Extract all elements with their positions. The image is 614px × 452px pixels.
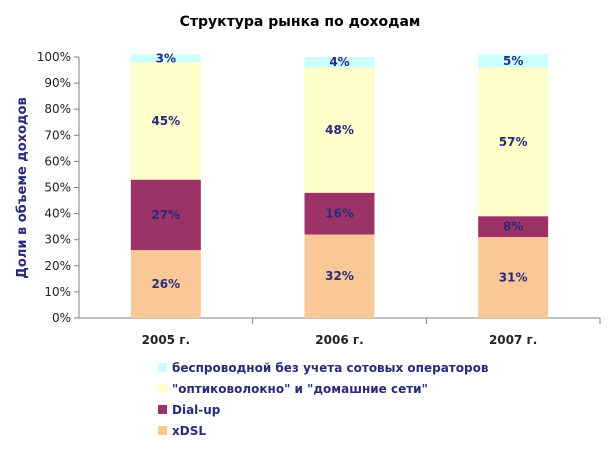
bar-segment	[304, 234, 375, 318]
y-tick-label: 70%	[44, 128, 71, 142]
bar-segment	[478, 54, 549, 68]
data-label: 27%	[151, 208, 180, 222]
y-tick-label: 80%	[44, 102, 71, 116]
y-tick-label: 100%	[37, 50, 71, 64]
legend-item-label: xDSL	[172, 424, 206, 438]
x-tick-label: 2005 г.	[142, 333, 190, 347]
plot-area: 0% 10% 20% 30% 40% 50% 60% 70% 80% 90% 100% 2005 г.…	[37, 50, 601, 347]
data-label: 31%	[499, 271, 528, 285]
data-label: 3%	[156, 51, 176, 65]
y-tick-label: 50%	[44, 181, 71, 195]
bar-segment	[130, 54, 201, 63]
data-label: 45%	[151, 114, 180, 128]
y-tick-label: 0%	[52, 311, 71, 325]
bar-segment	[130, 62, 201, 180]
bar-segment	[304, 67, 375, 193]
bar-segment	[304, 57, 375, 68]
data-label: 32%	[325, 269, 354, 283]
bar-segment	[478, 237, 549, 318]
bar-segment	[304, 192, 375, 235]
data-label: 4%	[329, 55, 349, 69]
y-axis-label: Доли в объеме доходов	[15, 97, 30, 278]
bar-segment	[130, 179, 201, 251]
x-tick-label: 2007 г.	[489, 333, 537, 347]
data-label: 48%	[325, 123, 354, 137]
y-tick-label: 10%	[44, 285, 71, 299]
bar-segment	[478, 67, 549, 217]
y-tick-label: 40%	[44, 207, 71, 221]
legend: беспроводной без учета сотовых операторо…	[158, 361, 489, 438]
x-tick-label: 2006 г.	[315, 333, 363, 347]
data-label: 16%	[325, 207, 354, 221]
legend-item-label: Dial-up	[172, 403, 221, 417]
chart-title: Структура рынка по доходам	[180, 14, 421, 30]
data-label: 8%	[503, 220, 523, 234]
legend-swatch	[158, 405, 167, 414]
legend-item-label: "оптиковолокно" и "домашние сети"	[172, 382, 428, 396]
y-tick-label: 60%	[44, 154, 71, 168]
y-tick-label: 90%	[44, 76, 71, 90]
legend-item-label: беспроводной без учета сотовых операторо…	[172, 361, 489, 375]
data-label: 5%	[503, 54, 523, 68]
legend-swatch	[158, 384, 167, 393]
legend-swatch	[158, 426, 167, 435]
bar-segment	[130, 250, 201, 318]
y-tick-label: 30%	[44, 233, 71, 247]
legend-swatch	[158, 363, 167, 372]
data-label: 57%	[499, 135, 528, 149]
y-tick-label: 20%	[44, 259, 71, 273]
bar-segment	[478, 216, 549, 238]
data-label: 26%	[151, 277, 180, 291]
